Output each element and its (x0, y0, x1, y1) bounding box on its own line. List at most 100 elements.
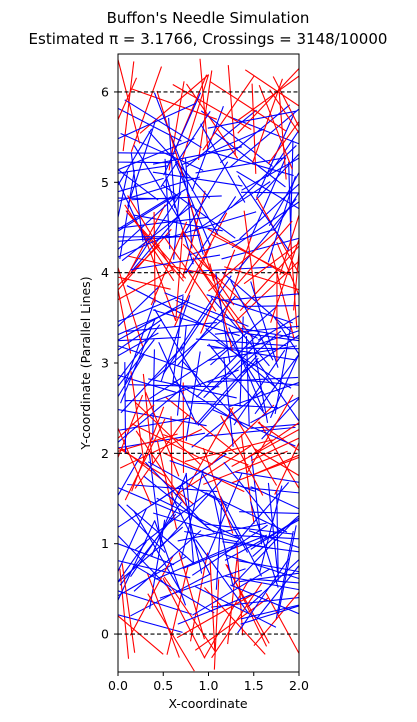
needle-crossing (118, 286, 132, 354)
needle-non-crossing (191, 524, 268, 576)
needle-non-crossing (144, 461, 209, 529)
needle-non-crossing (255, 153, 299, 201)
needle-crossing (265, 593, 299, 655)
needle-crossing (163, 434, 249, 466)
needle-non-crossing (185, 472, 195, 564)
needle-non-crossing (240, 191, 299, 194)
needle-non-crossing (184, 530, 274, 550)
needle-crossing (251, 83, 257, 174)
needle-crossing (122, 61, 135, 152)
needle-non-crossing (173, 169, 182, 260)
needle-non-crossing (118, 216, 208, 229)
needle-non-crossing (118, 432, 206, 449)
needle-crossing (251, 454, 299, 476)
needle-non-crossing (237, 175, 290, 251)
needle-crossing (243, 210, 257, 301)
needle-non-crossing (126, 285, 208, 328)
x-axis-label: X-coordinate (168, 696, 247, 711)
needle-crossing (231, 428, 299, 467)
needle-crossing (118, 244, 160, 287)
needle-crossing (192, 257, 244, 333)
needle-non-crossing (118, 194, 178, 251)
needle-crossing (186, 83, 239, 159)
needle-non-crossing (150, 473, 187, 557)
needle-non-crossing (118, 332, 159, 357)
needle-non-crossing (118, 453, 143, 497)
needle-non-crossing (160, 295, 191, 382)
needle-crossing (257, 421, 299, 452)
y-axis-label: Y-coordinate (Parallel Lines) (78, 276, 93, 450)
y-tick-label: 1 (101, 536, 109, 551)
needle-crossing (209, 81, 287, 132)
needle-non-crossing (243, 486, 299, 494)
needle-non-crossing (239, 183, 299, 240)
needle-non-crossing (213, 131, 286, 188)
needle-crossing (131, 423, 213, 465)
needle-crossing (165, 396, 237, 455)
needle-crossing (202, 447, 234, 534)
needle-crossing (229, 407, 278, 486)
needle-non-crossing (152, 349, 155, 440)
needle-non-crossing (228, 482, 290, 552)
y-tick-label: 5 (101, 175, 109, 190)
needles-group (118, 57, 299, 672)
needle-non-crossing (130, 254, 221, 271)
needle-crossing (244, 69, 299, 107)
x-axis: 0.0 0.5 1.0 1.5 2.0 (108, 672, 309, 693)
y-tick-label: 3 (101, 356, 109, 371)
needle-non-crossing (224, 554, 299, 580)
needle-non-crossing (223, 356, 234, 447)
needle-crossing (239, 245, 299, 312)
needle-crossing (203, 587, 266, 655)
needle-non-crossing (177, 295, 236, 366)
needle-non-crossing (169, 460, 255, 492)
needle-non-crossing (269, 352, 299, 419)
needle-non-crossing (177, 522, 267, 542)
needle-non-crossing (180, 161, 229, 240)
needle-non-crossing (154, 318, 223, 380)
needle-non-crossing (194, 585, 277, 628)
parallel-lines-group (118, 91, 299, 635)
needle-crossing (162, 451, 245, 493)
needle-non-crossing (174, 161, 211, 246)
needle-non-crossing (180, 275, 232, 352)
needle-non-crossing (210, 304, 279, 366)
needle-non-crossing (153, 369, 239, 402)
needle-non-crossing (118, 161, 172, 164)
needle-non-crossing (148, 378, 237, 399)
needle-crossing (272, 76, 299, 129)
needle-non-crossing (180, 128, 265, 166)
needle-non-crossing (237, 558, 290, 634)
needle-crossing (181, 74, 209, 162)
needle-crossing (253, 448, 299, 477)
needle-non-crossing (195, 539, 249, 614)
needle-crossing (182, 243, 249, 308)
needle-non-crossing (119, 513, 177, 586)
needle-crossing (118, 269, 173, 301)
needle-crossing (289, 238, 298, 329)
needle-non-crossing (250, 486, 299, 510)
needle-non-crossing (124, 362, 127, 453)
needle-non-crossing (121, 204, 194, 262)
needle-non-crossing (224, 575, 299, 591)
needle-non-crossing (192, 568, 271, 616)
needle-non-crossing (127, 483, 218, 493)
needle-crossing (188, 407, 234, 487)
needle-crossing (210, 233, 292, 277)
needle-non-crossing (261, 397, 299, 440)
needle-non-crossing (236, 170, 299, 210)
needle-crossing (237, 67, 299, 134)
needle-non-crossing (212, 409, 296, 447)
needle-non-crossing (240, 604, 299, 620)
needle-non-crossing (206, 294, 293, 324)
needle-non-crossing (240, 605, 299, 625)
needle-non-crossing (118, 285, 161, 328)
needle-non-crossing (125, 400, 216, 403)
needle-non-crossing (245, 336, 250, 427)
needle-non-crossing (274, 324, 292, 415)
needle-crossing (130, 371, 145, 461)
needle-non-crossing (120, 319, 156, 404)
needle-non-crossing (229, 108, 299, 168)
needle-non-crossing (163, 92, 202, 176)
needle-crossing (118, 426, 152, 506)
